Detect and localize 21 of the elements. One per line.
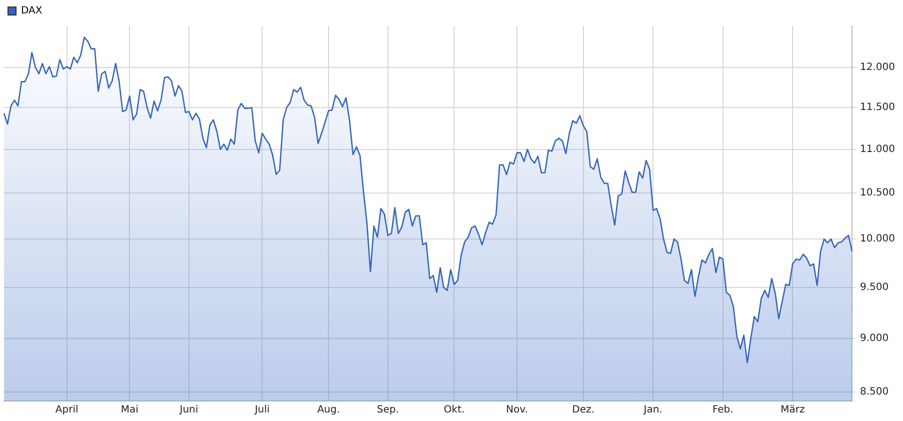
x-tick-label: Sep. bbox=[376, 404, 399, 416]
y-tick-label: 11.000 bbox=[860, 144, 896, 155]
x-tick-label: Juni bbox=[178, 404, 198, 416]
x-tick-label: Nov. bbox=[506, 404, 528, 416]
y-tick-label: 10.500 bbox=[860, 188, 896, 199]
x-tick-label: Mai bbox=[120, 404, 138, 416]
x-tick-label: Juli bbox=[254, 404, 270, 416]
y-tick-label: 10.000 bbox=[860, 234, 896, 245]
y-tick-label: 12.000 bbox=[860, 62, 896, 74]
x-tick-label: April bbox=[55, 404, 78, 416]
x-tick-label: Jan. bbox=[642, 404, 662, 416]
x-tick-label: März bbox=[780, 404, 805, 416]
legend-label: DAX bbox=[21, 6, 42, 17]
y-tick-label: 8.500 bbox=[860, 386, 889, 398]
x-tick-label: Feb. bbox=[712, 404, 734, 416]
x-tick-label: Aug. bbox=[317, 404, 340, 416]
y-tick-label: 9.500 bbox=[860, 282, 889, 293]
y-tick-label: 11.500 bbox=[860, 102, 896, 114]
y-tick-label: 9.000 bbox=[860, 332, 889, 344]
x-tick-label: Dez. bbox=[572, 404, 594, 416]
x-tick-label: Okt. bbox=[444, 404, 465, 416]
